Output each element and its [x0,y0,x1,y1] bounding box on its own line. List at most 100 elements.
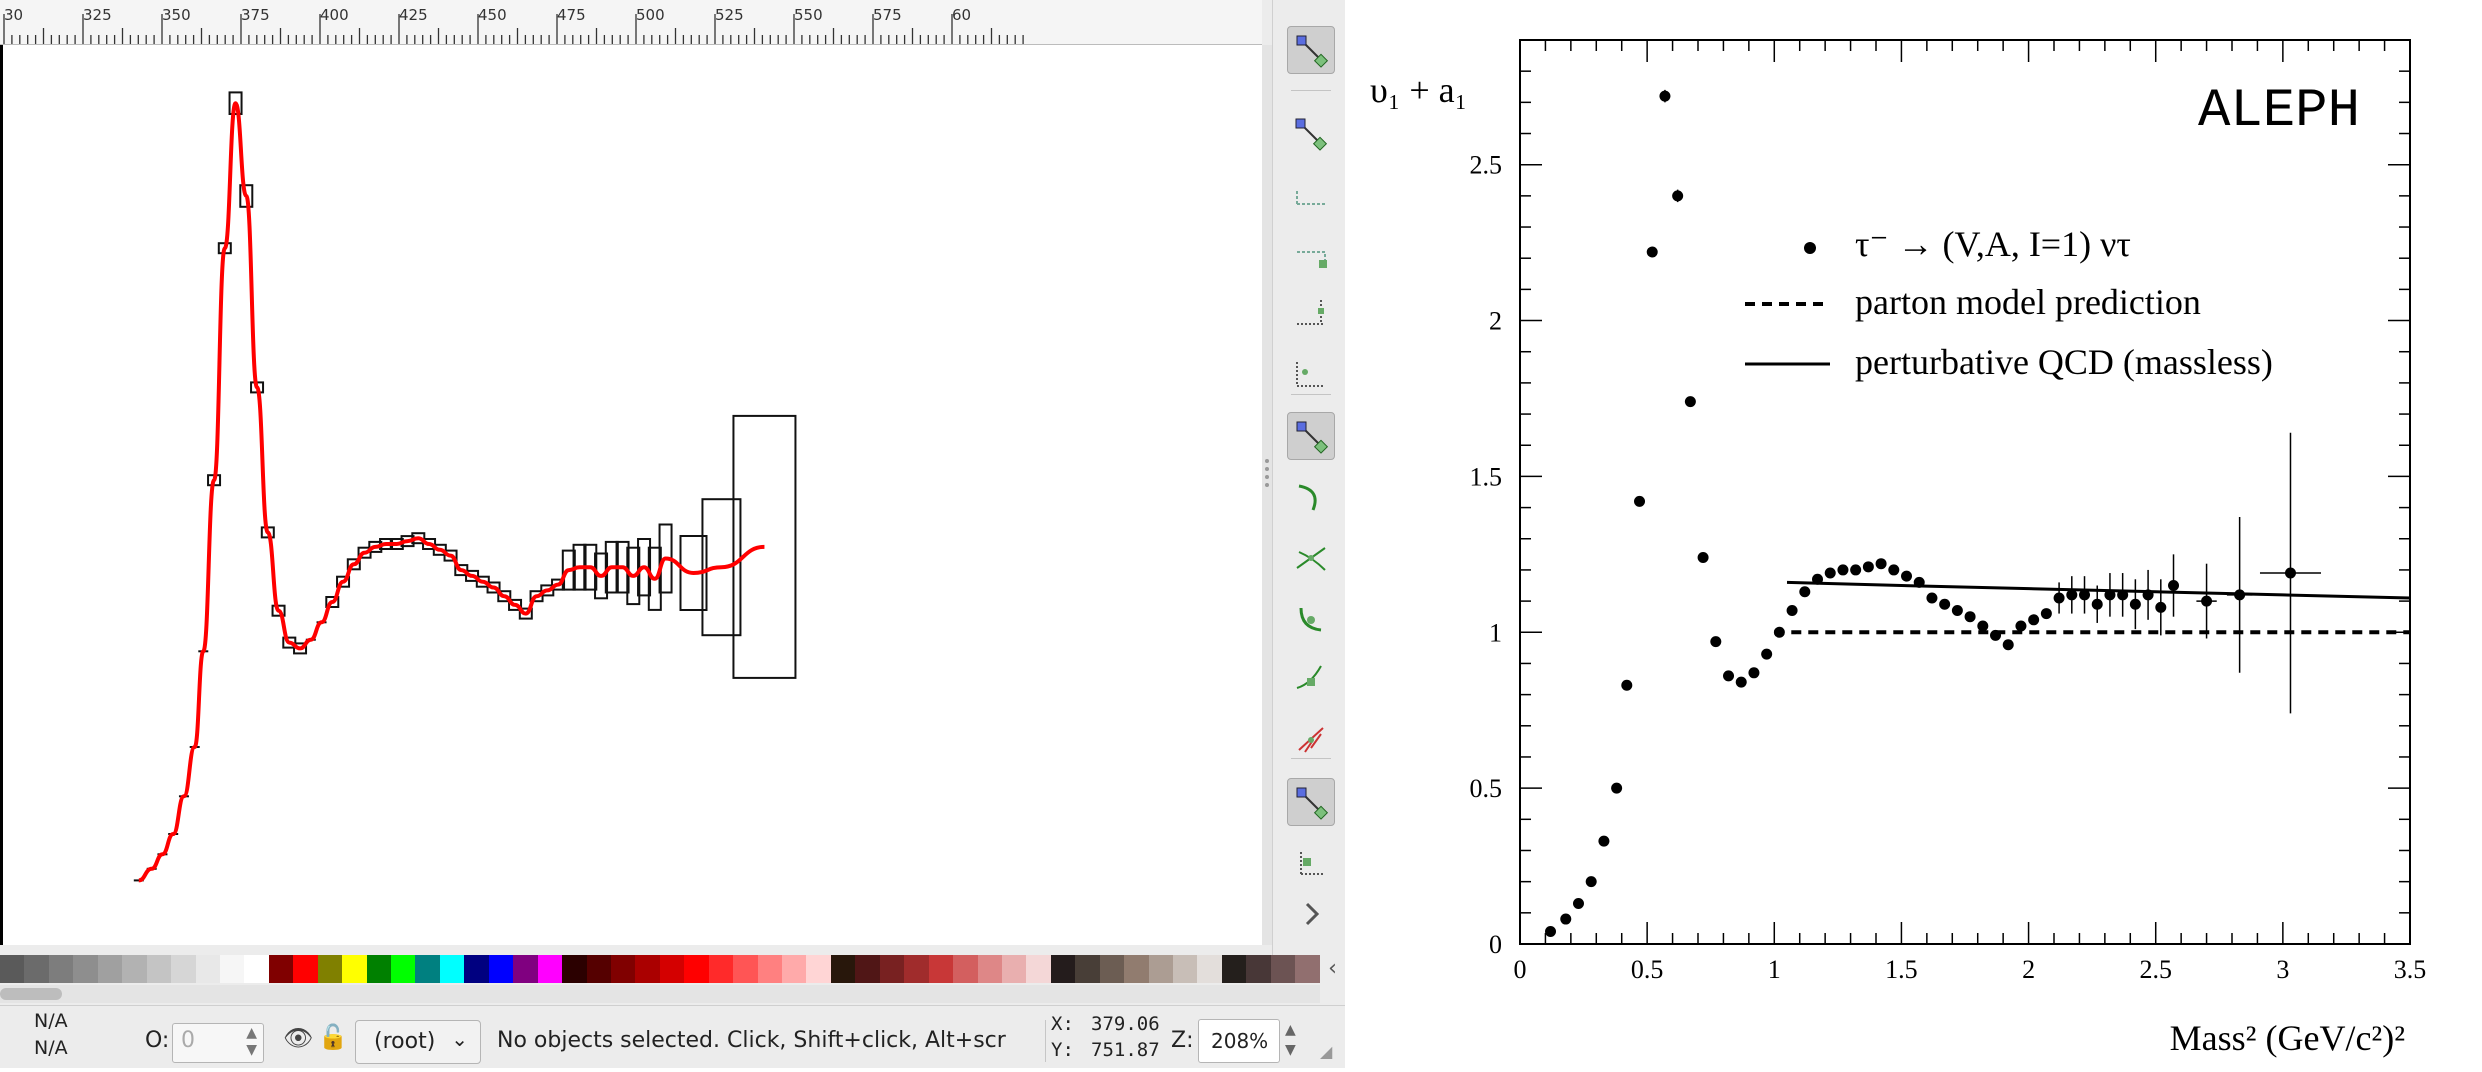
trace-node-box[interactable] [508,598,523,611]
horizontal-scrollbar[interactable] [0,985,1320,1003]
vertical-scrollbar[interactable] [1262,45,1272,945]
trace-node-box[interactable] [336,575,351,588]
palette-swatch[interactable] [1221,955,1247,983]
fill-indicator[interactable]: N/A [34,1010,68,1032]
horizontal-scroll-thumb[interactable] [0,988,62,1000]
trace-node-box[interactable] [260,526,275,539]
palette-swatch[interactable] [366,955,391,983]
trace-node-box[interactable] [250,381,265,394]
palette-swatch[interactable] [1295,955,1320,983]
palette-swatch[interactable] [317,955,343,983]
snap-cusp-icon[interactable] [1287,594,1335,642]
trace-node-box[interactable] [497,590,512,603]
palette-swatch[interactable] [733,955,758,983]
palette-swatch[interactable] [806,955,831,983]
trace-node-box[interactable] [594,552,609,600]
palette-swatch[interactable] [73,955,98,983]
palette-swatch[interactable] [122,955,147,983]
snap-bbox-icon[interactable] [1287,170,1335,218]
palette-swatch[interactable] [610,955,636,983]
resize-grip-icon[interactable]: ◢ [1320,1042,1333,1061]
trace-node-box[interactable] [679,535,708,611]
palette-swatch[interactable] [24,955,49,983]
drawing-canvas[interactable] [0,45,1262,945]
trace-node-box[interactable] [207,474,222,487]
palette-swatch[interactable] [586,955,611,983]
palette-swatch[interactable] [1246,955,1271,983]
palette-swatch[interactable] [391,955,416,983]
palette-swatch[interactable] [488,955,514,983]
palette-swatch[interactable] [97,955,123,983]
palette-swatch[interactable] [562,955,587,983]
palette-swatch[interactable] [904,955,929,983]
palette-swatch[interactable] [219,955,245,983]
trace-node-box[interactable] [701,498,742,637]
trace-node-box[interactable] [626,546,641,606]
palette-scroll-left-icon[interactable]: ‹ [1328,956,1337,981]
palette-swatch[interactable] [171,955,196,983]
palette-swatch[interactable] [513,955,538,983]
palette-swatch[interactable] [439,955,465,983]
trace-node-box[interactable] [325,596,340,608]
palette-swatch[interactable] [1270,955,1296,983]
lock-icon[interactable]: 🔓 [318,1023,348,1051]
zoom-stepper-icon[interactable]: ▲ ▼ [1285,1022,1296,1058]
trace-node-box[interactable] [647,546,662,611]
palette-swatch[interactable] [953,955,978,983]
snap-bbox-center-icon[interactable] [1287,350,1335,398]
trace-node-box[interactable] [486,581,501,594]
snap-midpoint-icon[interactable] [1287,714,1335,762]
palette-swatch[interactable] [830,955,856,983]
palette-swatch[interactable] [757,955,782,983]
palette-swatch[interactable] [195,955,220,983]
opacity-input[interactable]: 0 ▲ ▼ [172,1023,264,1063]
zoom-input[interactable]: 208% [1198,1019,1280,1063]
palette-swatch[interactable] [0,955,25,983]
palette-swatch[interactable] [1197,955,1222,983]
palette-swatch[interactable] [1050,955,1076,983]
trace-node-box[interactable] [271,604,286,617]
palette-swatch[interactable] [855,955,880,983]
palette-swatch[interactable] [684,955,709,983]
snap-smooth-icon[interactable] [1287,654,1335,702]
palette-swatch[interactable] [708,955,734,983]
palette-swatch[interactable] [48,955,74,983]
snap-intersection-icon[interactable] [1287,534,1335,582]
vertical-scroll-grip[interactable] [1264,455,1270,525]
palette-swatch[interactable] [244,955,269,983]
snap-page-icon[interactable] [1287,838,1335,886]
trace-node-box[interactable] [443,549,458,562]
node-snap-icon[interactable] [1287,412,1335,460]
snap-bbox-corner-icon[interactable] [1287,290,1335,338]
node-snap-icon[interactable] [1287,778,1335,826]
palette-swatch[interactable] [659,955,685,983]
trace-node-box[interactable] [228,91,243,116]
trace-node-box[interactable] [239,184,254,208]
palette-swatch[interactable] [146,955,172,983]
palette-swatch[interactable] [415,955,440,983]
palette-swatch[interactable] [928,955,954,983]
traced-curve-drawing[interactable] [3,45,1262,945]
chevron-right-icon[interactable] [1287,890,1335,938]
palette-swatch[interactable] [1099,955,1125,983]
palette-swatch[interactable] [464,955,489,983]
node-tool-icon[interactable] [1287,26,1335,74]
layer-dropdown[interactable]: (root) ⌄ [355,1020,481,1064]
snap-bbox-edge-icon[interactable] [1287,230,1335,278]
snap-path-icon[interactable] [1287,474,1335,522]
traced-red-curve[interactable] [138,101,765,883]
node-tool-icon[interactable] [1287,110,1335,158]
trace-node-box[interactable] [293,642,308,655]
palette-swatch[interactable] [1124,955,1149,983]
palette-swatch[interactable] [1148,955,1173,983]
trace-node-box[interactable] [551,578,566,591]
trace-node-box[interactable] [637,538,652,597]
palette-swatch[interactable] [293,955,318,983]
trace-node-box[interactable] [217,242,232,255]
trace-node-box[interactable] [518,607,533,620]
stroke-indicator[interactable]: N/A [34,1037,68,1059]
trace-node-box[interactable] [732,414,797,679]
palette-swatch[interactable] [268,955,294,983]
palette-swatch[interactable] [1001,955,1027,983]
palette-swatch[interactable] [977,955,1002,983]
